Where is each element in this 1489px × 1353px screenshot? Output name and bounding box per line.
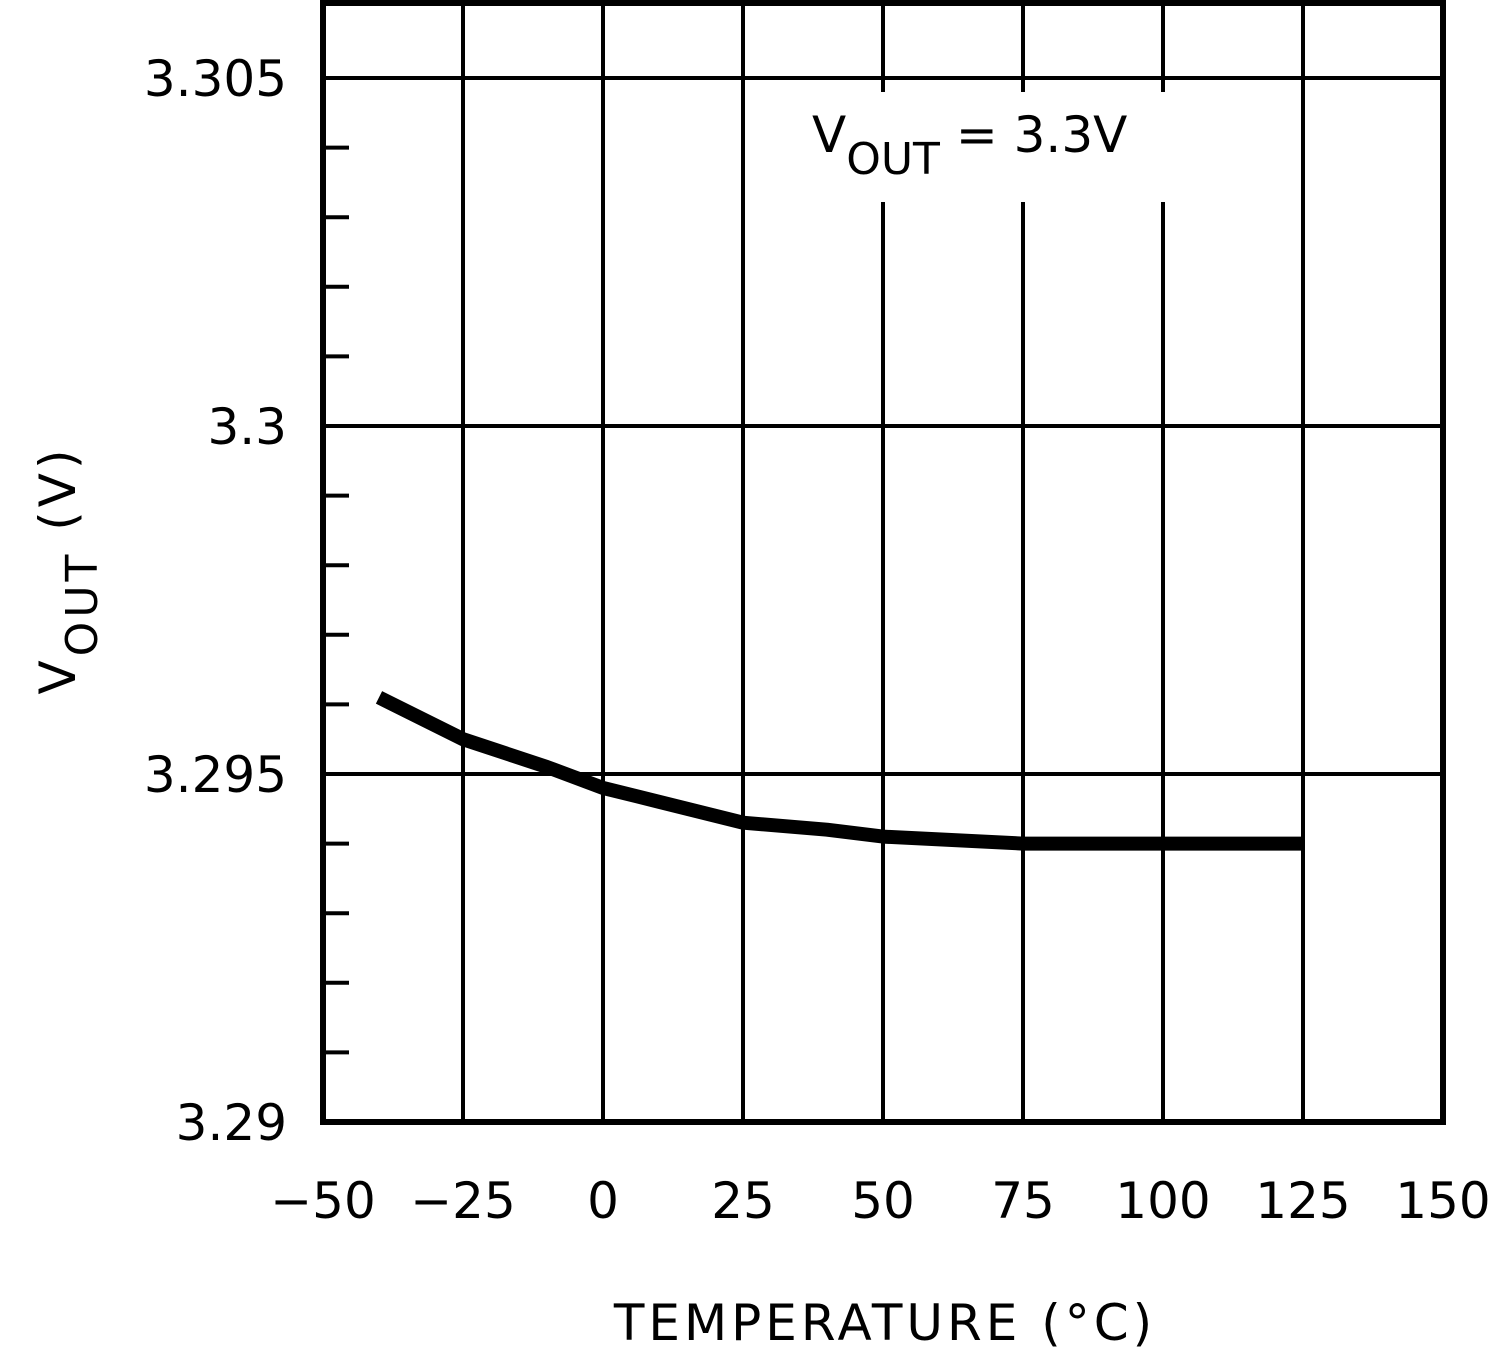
- annotation-vout: VOUT = 3.3V: [812, 106, 1127, 185]
- x-tick-label: 0: [587, 1172, 619, 1230]
- data-line-vout: [375, 691, 1303, 851]
- x-tick-label: 50: [851, 1172, 915, 1230]
- y-minor-ticks: [323, 145, 349, 1055]
- y-tick-label: 3.3: [207, 398, 287, 456]
- y-tick-label: 3.295: [144, 746, 287, 804]
- y-tick-label: 3.29: [176, 1094, 287, 1152]
- x-tick-label: −25: [410, 1172, 516, 1230]
- x-tick-labels: −50 −25 0 25 50 75 100 125 150: [270, 1172, 1489, 1230]
- x-tick-label: 100: [1115, 1172, 1210, 1230]
- y-axis-title: VOUT (V): [29, 445, 108, 694]
- plot-frame: [320, 0, 1446, 1125]
- x-tick-label: 25: [711, 1172, 775, 1230]
- x-tick-label: −50: [270, 1172, 376, 1230]
- x-axis-title: TEMPERATURE (°C): [613, 1294, 1156, 1352]
- x-tick-label: 150: [1395, 1172, 1489, 1230]
- x-tick-label: 75: [991, 1172, 1055, 1230]
- y-tick-label: 3.305: [144, 50, 287, 108]
- y-tick-labels: 3.29 3.295 3.3 3.305: [144, 50, 287, 1152]
- x-tick-label: 125: [1255, 1172, 1350, 1230]
- annotation-background: [800, 92, 1195, 202]
